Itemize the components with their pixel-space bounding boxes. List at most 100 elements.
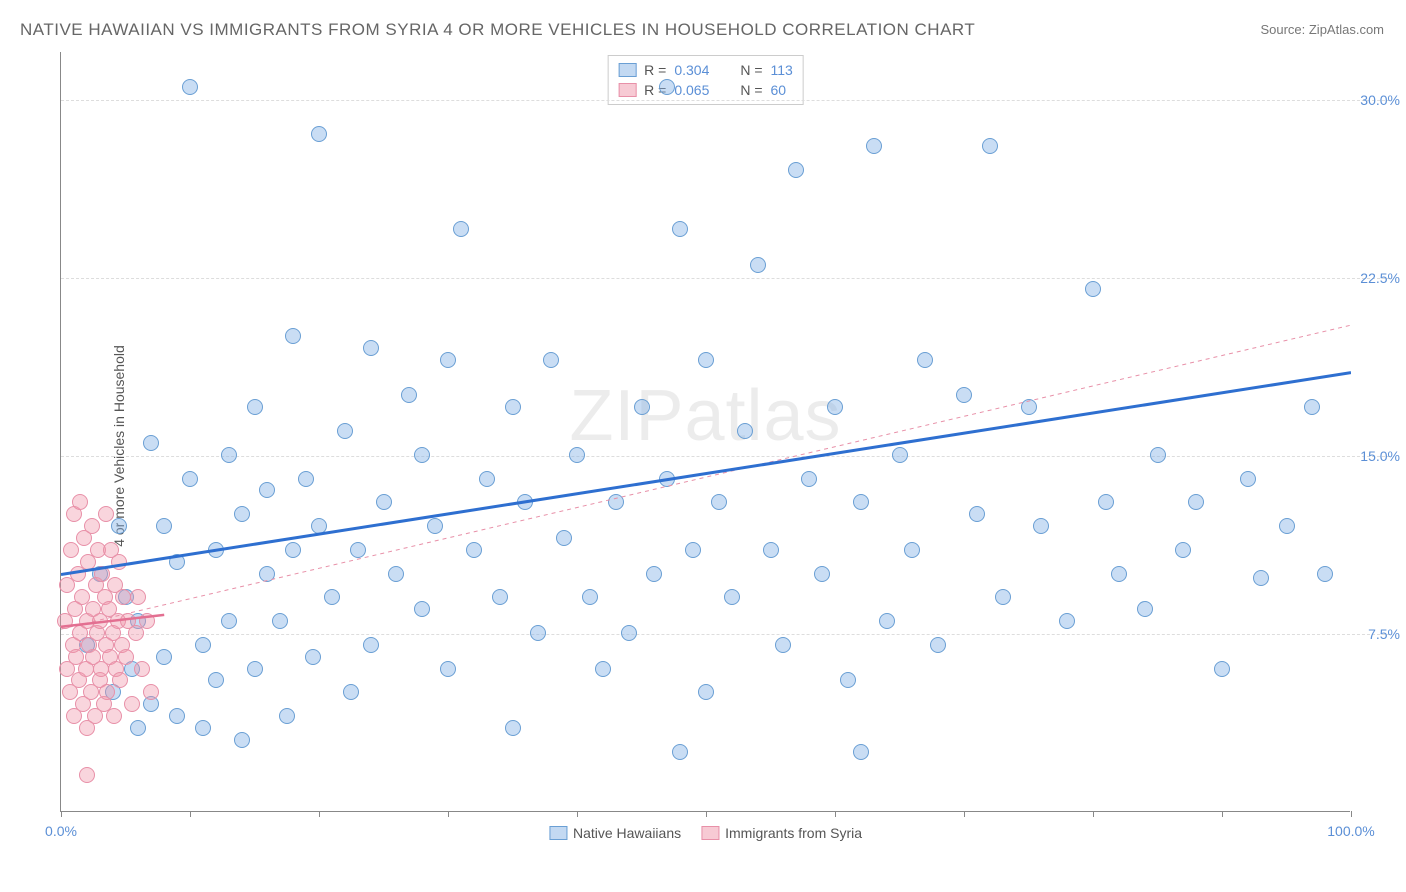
chart-container: NATIVE HAWAIIAN VS IMMIGRANTS FROM SYRIA… [0, 0, 1406, 892]
legend-row-blue: R = 0.304 N = 113 [618, 60, 793, 80]
data-point [156, 518, 172, 534]
data-point [530, 625, 546, 641]
data-point [1098, 494, 1114, 510]
data-point [388, 566, 404, 582]
x-tick [448, 811, 449, 817]
data-point [169, 708, 185, 724]
data-point [505, 720, 521, 736]
data-point [94, 566, 110, 582]
data-point [595, 661, 611, 677]
data-point [556, 530, 572, 546]
data-point [285, 328, 301, 344]
data-point [1033, 518, 1049, 534]
n-value: 113 [771, 62, 793, 78]
data-point [621, 625, 637, 641]
data-point [376, 494, 392, 510]
x-tick [190, 811, 191, 817]
swatch-blue-icon [618, 63, 636, 77]
data-point [853, 744, 869, 760]
legend-label: Immigrants from Syria [725, 825, 862, 841]
data-point [763, 542, 779, 558]
gridline [61, 456, 1390, 457]
data-point [98, 506, 114, 522]
legend-row-pink: R = 0.065 N = 60 [618, 80, 793, 100]
x-tick [1222, 811, 1223, 817]
data-point [659, 79, 675, 95]
r-value: 0.065 [674, 82, 724, 98]
chart-title: NATIVE HAWAIIAN VS IMMIGRANTS FROM SYRIA… [20, 20, 975, 40]
data-point [904, 542, 920, 558]
x-tick [577, 811, 578, 817]
data-point [337, 423, 353, 439]
data-point [63, 542, 79, 558]
data-point [182, 79, 198, 95]
data-point [72, 494, 88, 510]
data-point [305, 649, 321, 665]
data-point [401, 387, 417, 403]
swatch-blue-icon [549, 826, 567, 840]
gridline [61, 278, 1390, 279]
data-point [247, 661, 263, 677]
data-point [814, 566, 830, 582]
data-point [259, 482, 275, 498]
data-point [827, 399, 843, 415]
data-point [1304, 399, 1320, 415]
x-tick [706, 811, 707, 817]
data-point [608, 494, 624, 510]
n-label: N = [740, 62, 762, 78]
data-point [111, 554, 127, 570]
data-point [298, 471, 314, 487]
n-value: 60 [771, 82, 787, 98]
legend-label: Native Hawaiians [573, 825, 681, 841]
data-point [995, 589, 1011, 605]
data-point [195, 720, 211, 736]
gridline [61, 100, 1390, 101]
data-point [1240, 471, 1256, 487]
data-point [1214, 661, 1230, 677]
data-point [311, 518, 327, 534]
x-tick-label: 0.0% [45, 823, 77, 839]
y-tick-label: 15.0% [1360, 448, 1400, 464]
x-tick [61, 811, 62, 817]
data-point [775, 637, 791, 653]
data-point [866, 138, 882, 154]
legend-item-pink: Immigrants from Syria [701, 825, 862, 841]
data-point [879, 613, 895, 629]
data-point [324, 589, 340, 605]
data-point [672, 221, 688, 237]
data-point [234, 732, 250, 748]
data-point [182, 471, 198, 487]
data-point [801, 471, 817, 487]
data-point [698, 684, 714, 700]
data-point [1111, 566, 1127, 582]
data-point [505, 399, 521, 415]
legend-correlation: R = 0.304 N = 113 R = 0.065 N = 60 [607, 55, 804, 105]
source-label: Source: ZipAtlas.com [1260, 22, 1384, 37]
data-point [1150, 447, 1166, 463]
plot-area: ZIPatlas R = 0.304 N = 113 R = 0.065 N =… [60, 52, 1350, 812]
x-tick [964, 811, 965, 817]
x-tick-label: 100.0% [1327, 823, 1374, 839]
data-point [582, 589, 598, 605]
data-point [124, 696, 140, 712]
data-point [195, 637, 211, 653]
data-point [221, 447, 237, 463]
data-point [892, 447, 908, 463]
data-point [466, 542, 482, 558]
data-point [569, 447, 585, 463]
data-point [285, 542, 301, 558]
data-point [711, 494, 727, 510]
data-point [543, 352, 559, 368]
y-tick-label: 22.5% [1360, 270, 1400, 286]
data-point [479, 471, 495, 487]
data-point [279, 708, 295, 724]
data-point [672, 744, 688, 760]
legend-item-blue: Native Hawaiians [549, 825, 681, 841]
data-point [1021, 399, 1037, 415]
data-point [84, 518, 100, 534]
data-point [130, 589, 146, 605]
data-point [1188, 494, 1204, 510]
data-point [272, 613, 288, 629]
data-point [130, 720, 146, 736]
data-point [414, 447, 430, 463]
